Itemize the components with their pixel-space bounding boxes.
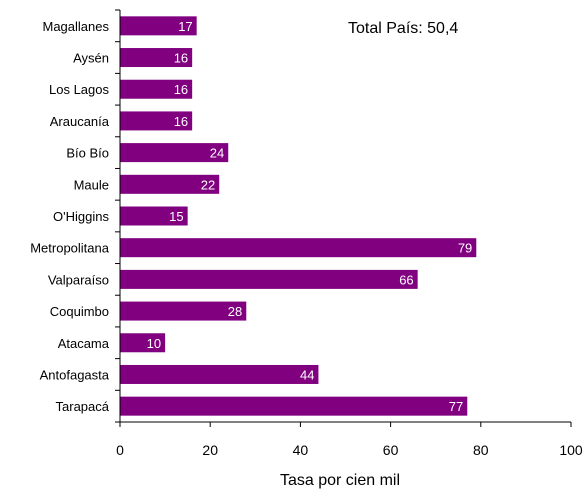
category-label-4: Bío Bío	[66, 146, 109, 161]
bar-0	[120, 16, 197, 36]
data-label-11: 44	[300, 367, 314, 382]
data-label-4: 24	[210, 146, 224, 161]
data-label-0: 17	[178, 19, 192, 34]
x-ticks-group: 0 20 40 60 80 100	[116, 422, 583, 458]
data-label-12: 77	[449, 399, 463, 414]
bar-10	[120, 333, 166, 353]
data-label-2: 16	[174, 82, 188, 97]
bar-4	[120, 143, 229, 163]
bar-3	[120, 111, 193, 131]
category-label-3: Araucanía	[50, 114, 110, 129]
category-label-0: Magallanes	[43, 19, 110, 34]
category-label-1: Aysén	[73, 51, 109, 66]
category-label-5: Maule	[74, 177, 109, 192]
category-label-10: Atacama	[58, 336, 110, 351]
x-tick-label-0: 0	[116, 442, 124, 458]
bars-group: 17 16 16 16 24 22 15 79 66 28 10 44 77	[120, 16, 477, 416]
x-tick-label-2: 40	[293, 442, 309, 458]
category-label-7: Metropolitana	[30, 241, 110, 256]
category-label-12: Tarapacá	[56, 399, 110, 414]
bar-9	[120, 301, 247, 321]
data-label-1: 16	[174, 51, 188, 66]
data-label-10: 10	[147, 336, 161, 351]
bar-7	[120, 238, 477, 258]
x-tick-label-4: 80	[473, 442, 489, 458]
bar-12	[120, 396, 468, 416]
axes-group	[115, 9, 571, 427]
category-labels: Magallanes Aysén Los Lagos Araucanía Bío Bío…	[30, 19, 110, 414]
x-tick-label-1: 20	[202, 442, 218, 458]
bar-11	[120, 364, 319, 384]
bar-2	[120, 79, 193, 99]
category-label-9: Coquimbo	[50, 304, 109, 319]
category-label-2: Los Lagos	[49, 82, 109, 97]
data-label-8: 66	[399, 272, 413, 287]
data-label-6: 15	[169, 209, 183, 224]
bar-5	[120, 174, 220, 194]
bar-6	[120, 206, 188, 226]
data-label-9: 28	[228, 304, 242, 319]
x-axis-title: Tasa por cien mil	[280, 472, 400, 489]
data-label-3: 16	[174, 114, 188, 129]
data-label-5: 22	[201, 177, 215, 192]
category-label-6: O'Higgins	[53, 209, 109, 224]
bar-1	[120, 48, 193, 68]
category-label-8: Valparaíso	[48, 272, 109, 287]
total-annotation: Total País: 50,4	[348, 20, 458, 37]
category-label-11: Antofagasta	[40, 367, 110, 382]
bar-8	[120, 269, 418, 289]
x-tick-label-5: 100	[559, 442, 583, 458]
data-label-7: 79	[458, 241, 472, 256]
x-tick-label-3: 60	[383, 442, 399, 458]
